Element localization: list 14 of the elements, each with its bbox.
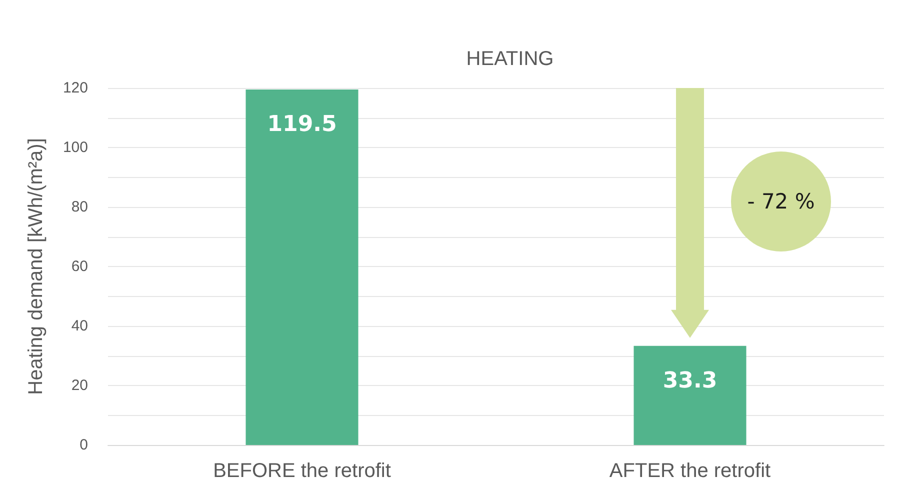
y-tick-label: 60: [71, 258, 88, 275]
x-tick-label: AFTER the retrofit: [609, 460, 772, 482]
y-tick-label: 20: [71, 377, 88, 394]
data-label: 33.3: [662, 368, 718, 394]
chart-title: HEATING: [466, 48, 554, 70]
annotation: - 72 %: [747, 189, 815, 214]
y-tick-label: 40: [71, 318, 88, 334]
y-tick-label: 100: [62, 139, 88, 156]
y-tick-label: 80: [71, 198, 88, 216]
y-axis-title: Heating demand [kWh/(m²a)]: [25, 138, 47, 395]
x-tick-label: BEFORE the retrofit: [213, 460, 392, 482]
y-tick-label: 120: [62, 80, 88, 96]
y-tick-label: 0: [80, 436, 88, 454]
data-label: 119.5: [267, 112, 337, 137]
